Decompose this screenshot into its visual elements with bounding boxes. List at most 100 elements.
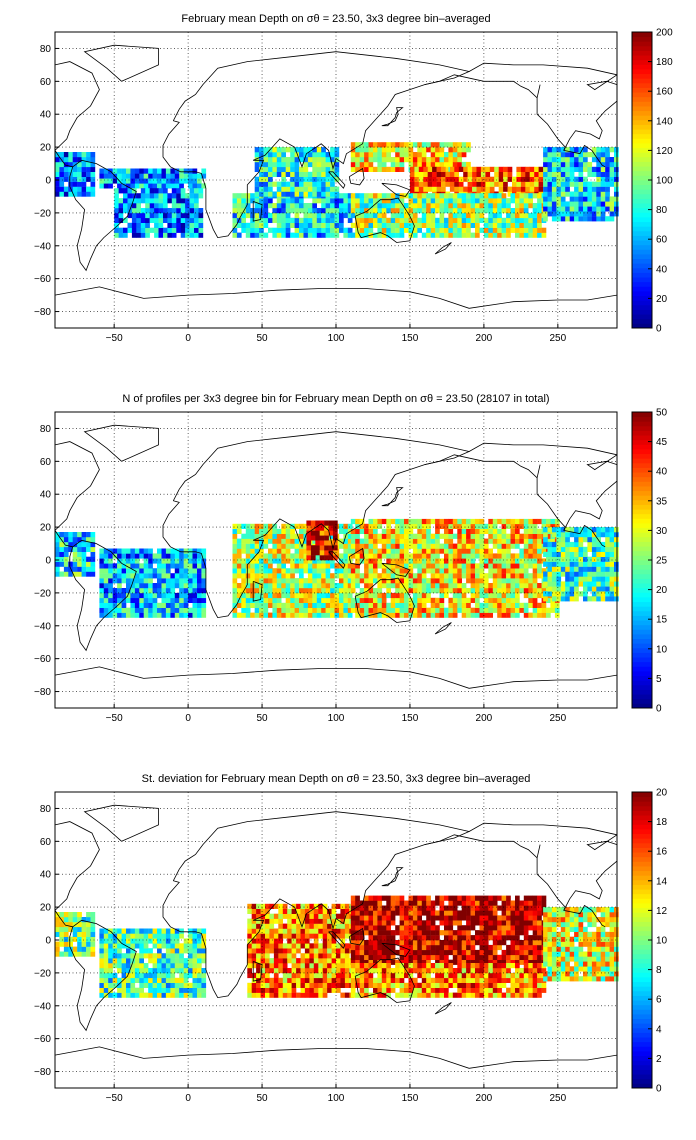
data-cell — [404, 157, 409, 163]
data-cell — [483, 612, 489, 618]
data-cell — [541, 548, 547, 554]
data-cell — [350, 212, 356, 219]
data-cell — [241, 578, 246, 584]
data-cell — [327, 933, 332, 939]
data-cell — [310, 520, 316, 526]
data-cell — [368, 523, 374, 529]
data-cell — [112, 982, 118, 988]
colorbar-segment — [632, 657, 652, 663]
data-cell — [158, 193, 164, 199]
data-cell — [245, 222, 251, 228]
data-cell — [290, 198, 295, 204]
data-cell — [444, 142, 449, 148]
data-cell — [198, 208, 204, 214]
data-cell — [364, 543, 369, 549]
data-cell — [426, 523, 431, 529]
data-cell — [251, 987, 257, 993]
data-cell — [117, 568, 122, 574]
data-cell — [587, 576, 593, 582]
data-cell — [515, 222, 520, 228]
data-cell — [390, 612, 396, 618]
data-cell — [515, 208, 520, 214]
data-cell — [174, 968, 180, 974]
data-cell — [251, 953, 257, 959]
data-cell — [492, 558, 498, 564]
data-cell — [350, 538, 356, 544]
data-cell — [475, 198, 480, 204]
data-cell — [174, 183, 180, 189]
data-cell — [583, 147, 588, 153]
data-cell — [340, 963, 346, 969]
data-cell — [148, 553, 153, 559]
coastline — [328, 171, 346, 189]
data-cell — [494, 176, 499, 182]
x-tick-label: 0 — [185, 713, 191, 724]
data-cell — [432, 166, 437, 172]
data-cell — [368, 227, 374, 233]
data-cell — [285, 523, 291, 529]
data-cell — [350, 935, 356, 941]
colorbar-segment — [632, 597, 652, 603]
data-cell — [174, 963, 180, 969]
data-cell — [121, 168, 127, 174]
data-cell — [364, 528, 369, 534]
data-cell — [256, 977, 261, 983]
data-cell — [263, 558, 269, 564]
data-cell — [444, 563, 449, 569]
data-cell — [417, 568, 422, 574]
data-cell — [140, 227, 146, 233]
data-cell — [321, 558, 326, 564]
data-cell — [139, 548, 144, 554]
data-cell — [304, 923, 310, 929]
data-cell — [551, 591, 557, 597]
data-cell — [359, 166, 365, 172]
data-cell — [519, 553, 525, 559]
data-cell — [432, 186, 437, 192]
data-cell — [399, 607, 405, 613]
colorbar-segment — [632, 647, 652, 653]
data-cell — [63, 161, 69, 168]
data-cell — [404, 538, 409, 544]
data-cell — [256, 953, 261, 959]
data-cell — [236, 528, 242, 534]
data-cell — [322, 977, 328, 983]
data-cell — [439, 142, 445, 148]
data-cell — [176, 198, 181, 204]
data-cell — [488, 528, 493, 534]
data-cell — [359, 538, 365, 544]
data-cell — [334, 198, 340, 204]
data-cell — [157, 612, 162, 618]
data-cell — [364, 198, 369, 204]
data-cell — [444, 166, 449, 172]
data-cell — [532, 193, 538, 199]
data-cell — [435, 602, 440, 608]
data-cell — [103, 938, 109, 944]
data-cell — [185, 203, 190, 209]
chart-title: February mean Depth on σθ = 23.50, 3x3 d… — [181, 13, 490, 25]
data-cell — [278, 963, 283, 969]
data-cell — [108, 948, 113, 954]
data-cell — [426, 208, 431, 214]
data-cell — [245, 578, 251, 584]
data-cell — [86, 951, 91, 957]
data-cell — [560, 581, 566, 587]
data-cell — [327, 938, 332, 944]
data-cell — [294, 222, 300, 228]
data-cell — [321, 186, 326, 192]
data-cell — [377, 612, 383, 618]
colorbar-tick-label: 80 — [656, 205, 668, 216]
data-cell — [183, 592, 189, 599]
colorbar-segment — [632, 481, 652, 487]
data-cell — [99, 953, 105, 959]
data-cell — [121, 548, 127, 554]
data-cell — [259, 176, 264, 182]
data-cell — [609, 211, 615, 217]
data-cell — [417, 227, 422, 233]
data-cell — [170, 168, 176, 174]
data-cell — [475, 193, 480, 199]
data-cell — [268, 612, 273, 618]
data-cell — [272, 147, 278, 153]
data-cell — [377, 573, 383, 579]
colorbar-segment — [632, 318, 652, 324]
data-cell — [336, 982, 341, 988]
